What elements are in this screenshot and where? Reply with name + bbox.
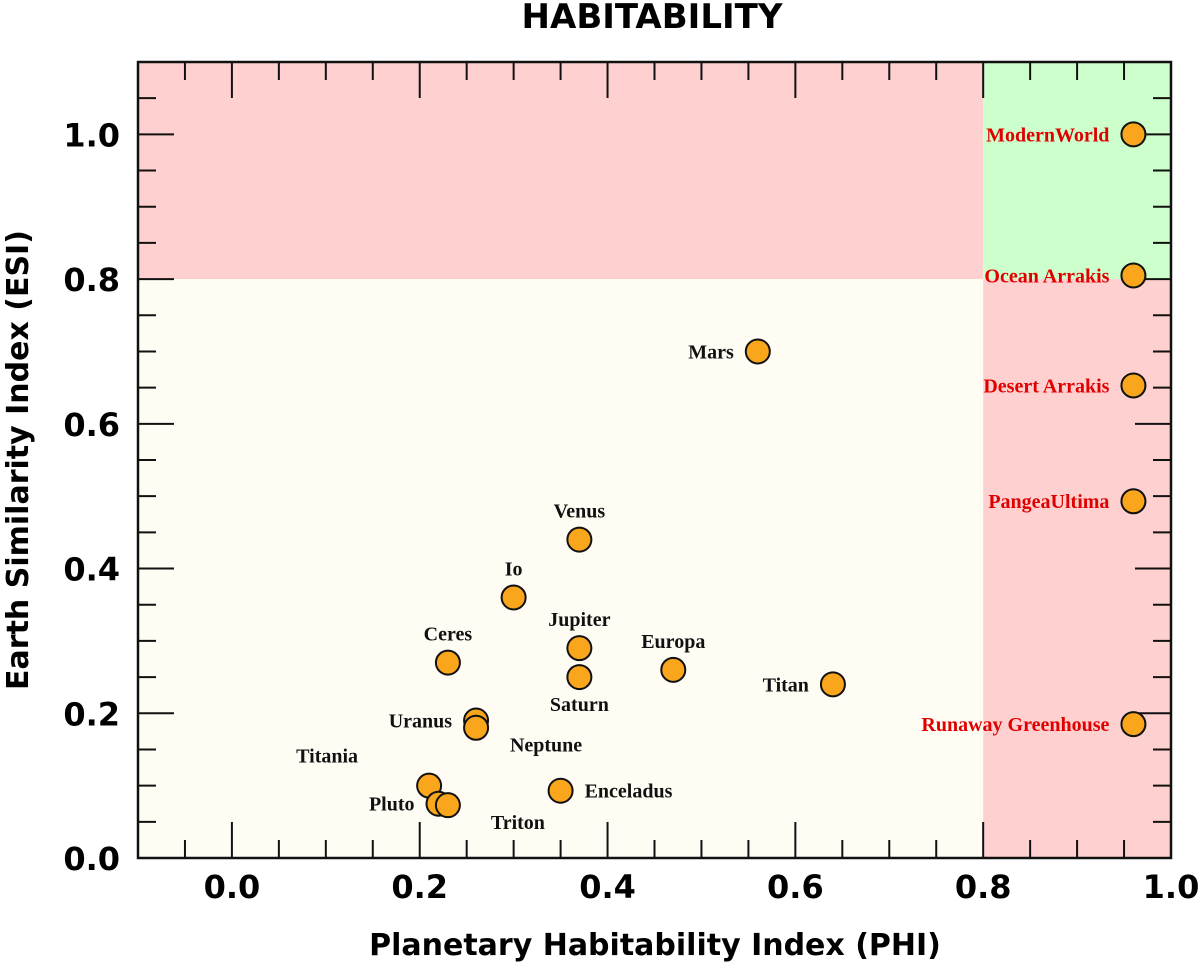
point-label: Titania	[296, 746, 358, 768]
point-ceres	[434, 649, 461, 676]
point-desert-arrakis	[1120, 372, 1147, 399]
x-tick-label: 0.6	[767, 868, 824, 906]
point-label: Ceres	[424, 624, 473, 646]
region-habitable	[983, 62, 1171, 280]
y-tick-label: 0.8	[63, 261, 120, 299]
point-europa	[660, 656, 687, 683]
x-tick-label: 0.2	[391, 868, 448, 906]
point-neptune	[463, 714, 490, 741]
point-ocean-arrakis	[1120, 262, 1147, 289]
point-label: Neptune	[510, 735, 582, 757]
point-label: Uranus	[389, 711, 453, 733]
x-tick-label: 0.8	[955, 868, 1012, 906]
point-runaway-greenhouse	[1120, 711, 1147, 738]
point-label: PangeaUltima	[988, 491, 1109, 513]
region-low-phi-high-esi	[138, 62, 984, 280]
point-label: Europa	[641, 631, 705, 653]
plot-frame	[136, 60, 1173, 860]
point-pangeaultima	[1120, 488, 1147, 515]
point-label: Desert Arrakis	[983, 375, 1109, 397]
point-label: Mars	[688, 341, 734, 363]
x-axis-label: Planetary Habitability Index (PHI)	[369, 928, 941, 963]
y-axis-label: Earth Similarity Index (ESI)	[1, 230, 36, 690]
point-saturn	[566, 664, 593, 691]
y-tick-label: 1.0	[63, 116, 120, 154]
y-tick-label: 0.2	[63, 695, 120, 733]
y-tick-label: 0.4	[63, 551, 120, 589]
y-tick-label: 0.6	[63, 406, 120, 444]
point-triton	[434, 792, 461, 819]
point-label: Ocean Arrakis	[984, 265, 1109, 287]
point-titan	[819, 671, 846, 698]
point-label: Titan	[763, 674, 809, 696]
point-mars	[744, 338, 771, 365]
point-io	[500, 584, 527, 611]
point-label: Pluto	[369, 794, 415, 816]
point-label: Io	[505, 558, 523, 580]
point-modernworld	[1120, 121, 1147, 148]
point-enceladus	[547, 777, 574, 804]
point-label: Runaway Greenhouse	[921, 714, 1109, 736]
point-label: Venus	[554, 501, 606, 523]
x-tick-label: 0.4	[579, 868, 636, 906]
point-label: Triton	[491, 812, 545, 834]
x-tick-label: 0.0	[204, 868, 261, 906]
region-low-phi-low-esi	[138, 279, 984, 858]
x-tick-label: 1.0	[1143, 868, 1200, 906]
chart-title: HABITABILITY	[522, 0, 783, 37]
y-tick-label: 0.0	[63, 840, 120, 878]
point-venus	[566, 526, 593, 553]
point-label: ModernWorld	[986, 124, 1109, 146]
point-jupiter	[566, 635, 593, 662]
point-label: Enceladus	[585, 781, 673, 803]
point-label: Jupiter	[548, 609, 610, 631]
point-label: Saturn	[550, 694, 609, 716]
